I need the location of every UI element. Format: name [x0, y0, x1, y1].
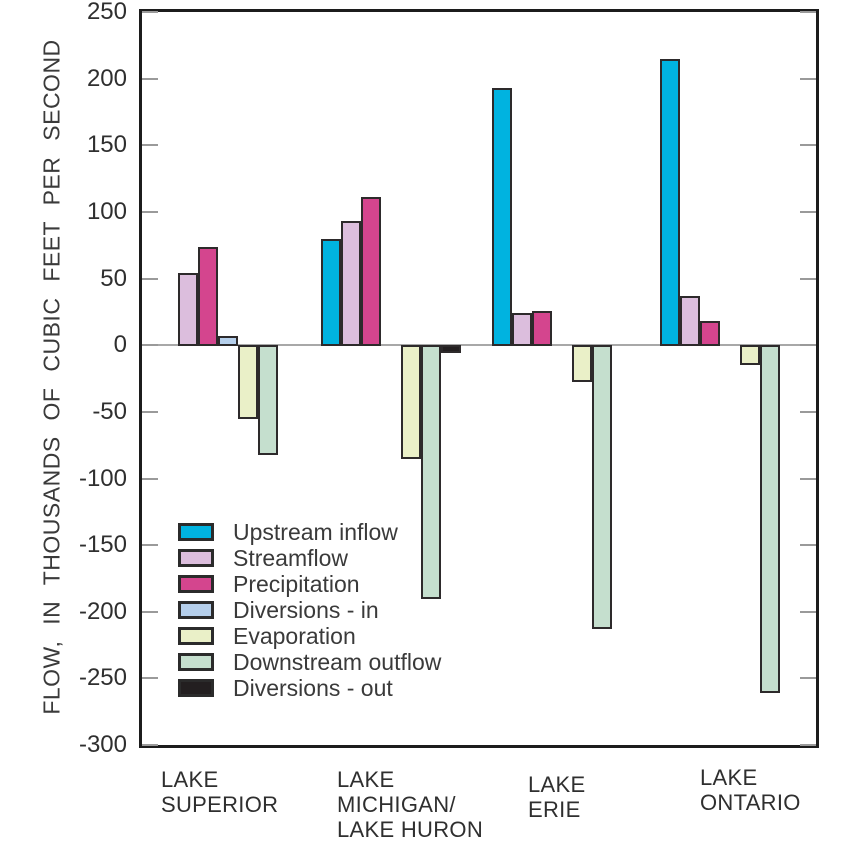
legend-label: Diversions - in [233, 596, 379, 623]
left-tick-100 [142, 210, 158, 213]
bar-streamflow-lake-michigan-lake-huron [341, 221, 361, 347]
left-tick--50 [142, 410, 158, 413]
legend-label: Streamflow [233, 544, 349, 571]
legend-row-diversions-in: Diversions - in [178, 597, 441, 623]
left-tick--150 [142, 544, 158, 547]
right-tick-0 [800, 344, 816, 347]
legend-row-precipitation: Precipitation [178, 571, 441, 597]
y-tick-label--100: -100 [78, 464, 127, 492]
x-label-lake-michigan-lake-huron: LAKE MICHIGAN/LAKE HURON [337, 767, 484, 842]
plot-inner [142, 11, 816, 746]
left-tick--300 [142, 744, 158, 746]
y-tick-label--300: -300 [78, 731, 127, 758]
left-tick-0 [142, 344, 158, 347]
x-label-lake-superior: LAKE SUPERIOR [161, 767, 279, 817]
left-tick-250 [142, 11, 158, 13]
left-tick-150 [142, 144, 158, 147]
legend-swatch-precipitation [178, 575, 214, 593]
bar-streamflow-lake-erie [512, 313, 532, 347]
left-tick--200 [142, 610, 158, 613]
right-tick--50 [800, 410, 816, 413]
bar-downstream-outflow-lake-ontario [760, 345, 780, 693]
y-tick-label-250: 250 [86, 0, 127, 25]
y-tick-label--150: -150 [78, 531, 127, 559]
bar-streamflow-lake-superior [178, 273, 198, 347]
legend-label: Precipitation [233, 570, 360, 597]
bar-upstream-inflow-lake-michigan-lake-huron [321, 238, 341, 347]
legend-label: Downstream outflow [233, 648, 442, 675]
y-tick-label-150: 150 [86, 131, 127, 159]
bar-upstream-inflow-lake-erie [492, 88, 512, 347]
left-tick--100 [142, 477, 158, 480]
legend-row-downstream-outflow: Downstream outflow [178, 649, 441, 675]
legend: Upstream inflow Streamflow Precipitation Di… [178, 519, 441, 705]
legend-swatch-upstream-inflow [178, 523, 214, 541]
legend-swatch-evaporation [178, 627, 214, 645]
bar-downstream-outflow-lake-erie [592, 345, 612, 629]
right-tick-100 [800, 210, 816, 213]
right-tick--250 [800, 677, 816, 680]
left-tick-50 [142, 277, 158, 280]
bar-evaporation-lake-superior [238, 345, 258, 420]
y-tick-label-200: 200 [86, 64, 127, 92]
legend-swatch-streamflow [178, 549, 214, 567]
bar-upstream-inflow-lake-ontario [660, 58, 680, 347]
right-tick-150 [800, 144, 816, 147]
legend-swatch-downstream-outflow [178, 653, 214, 671]
legend-swatch-diversions-out [178, 679, 214, 697]
legend-swatch-diversions-in [178, 601, 214, 619]
bar-diversions-out-lake-michigan-lake-huron [441, 345, 461, 353]
y-tick-label-0: 0 [113, 331, 127, 359]
bar-precipitation-lake-erie [532, 310, 552, 347]
bar-downstream-outflow-lake-superior [258, 345, 278, 456]
right-tick-250 [800, 11, 816, 13]
legend-row-upstream-inflow: Upstream inflow [178, 519, 441, 545]
legend-row-streamflow: Streamflow [178, 545, 441, 571]
right-tick--300 [800, 744, 816, 746]
bar-streamflow-lake-ontario [680, 295, 700, 347]
y-tick-label-50: 50 [100, 264, 127, 292]
bar-evaporation-lake-erie [572, 345, 592, 383]
zero-gridline [142, 344, 816, 347]
y-tick-label--50: -50 [92, 397, 127, 425]
bar-downstream-outflow-lake-michigan-lake-huron [421, 345, 441, 600]
bar-precipitation-lake-superior [198, 246, 218, 347]
x-label-lake-erie: LAKE ERIE [528, 772, 586, 822]
bar-precipitation-lake-michigan-lake-huron [361, 197, 381, 347]
bar-diversions-in-lake-superior [218, 335, 238, 347]
right-tick-200 [800, 77, 816, 80]
y-tick-label-100: 100 [86, 197, 127, 225]
right-tick--100 [800, 477, 816, 480]
legend-label: Diversions - out [233, 674, 393, 701]
y-tick-label--200: -200 [78, 597, 127, 625]
left-tick-200 [142, 77, 158, 80]
bar-evaporation-lake-ontario [740, 345, 760, 365]
legend-row-diversions-out: Diversions - out [178, 675, 441, 701]
legend-label: Upstream inflow [233, 518, 398, 545]
x-label-lake-ontario: LAKE ONTARIO [700, 765, 801, 815]
y-tick-label--250: -250 [78, 664, 127, 692]
bar-precipitation-lake-ontario [700, 321, 720, 347]
left-tick--250 [142, 677, 158, 680]
right-tick-50 [800, 277, 816, 280]
legend-row-evaporation: Evaporation [178, 623, 441, 649]
legend-label: Evaporation [233, 622, 356, 649]
bar-evaporation-lake-michigan-lake-huron [401, 345, 421, 460]
plot-area [139, 9, 819, 748]
right-tick--200 [800, 610, 816, 613]
right-tick--150 [800, 544, 816, 547]
